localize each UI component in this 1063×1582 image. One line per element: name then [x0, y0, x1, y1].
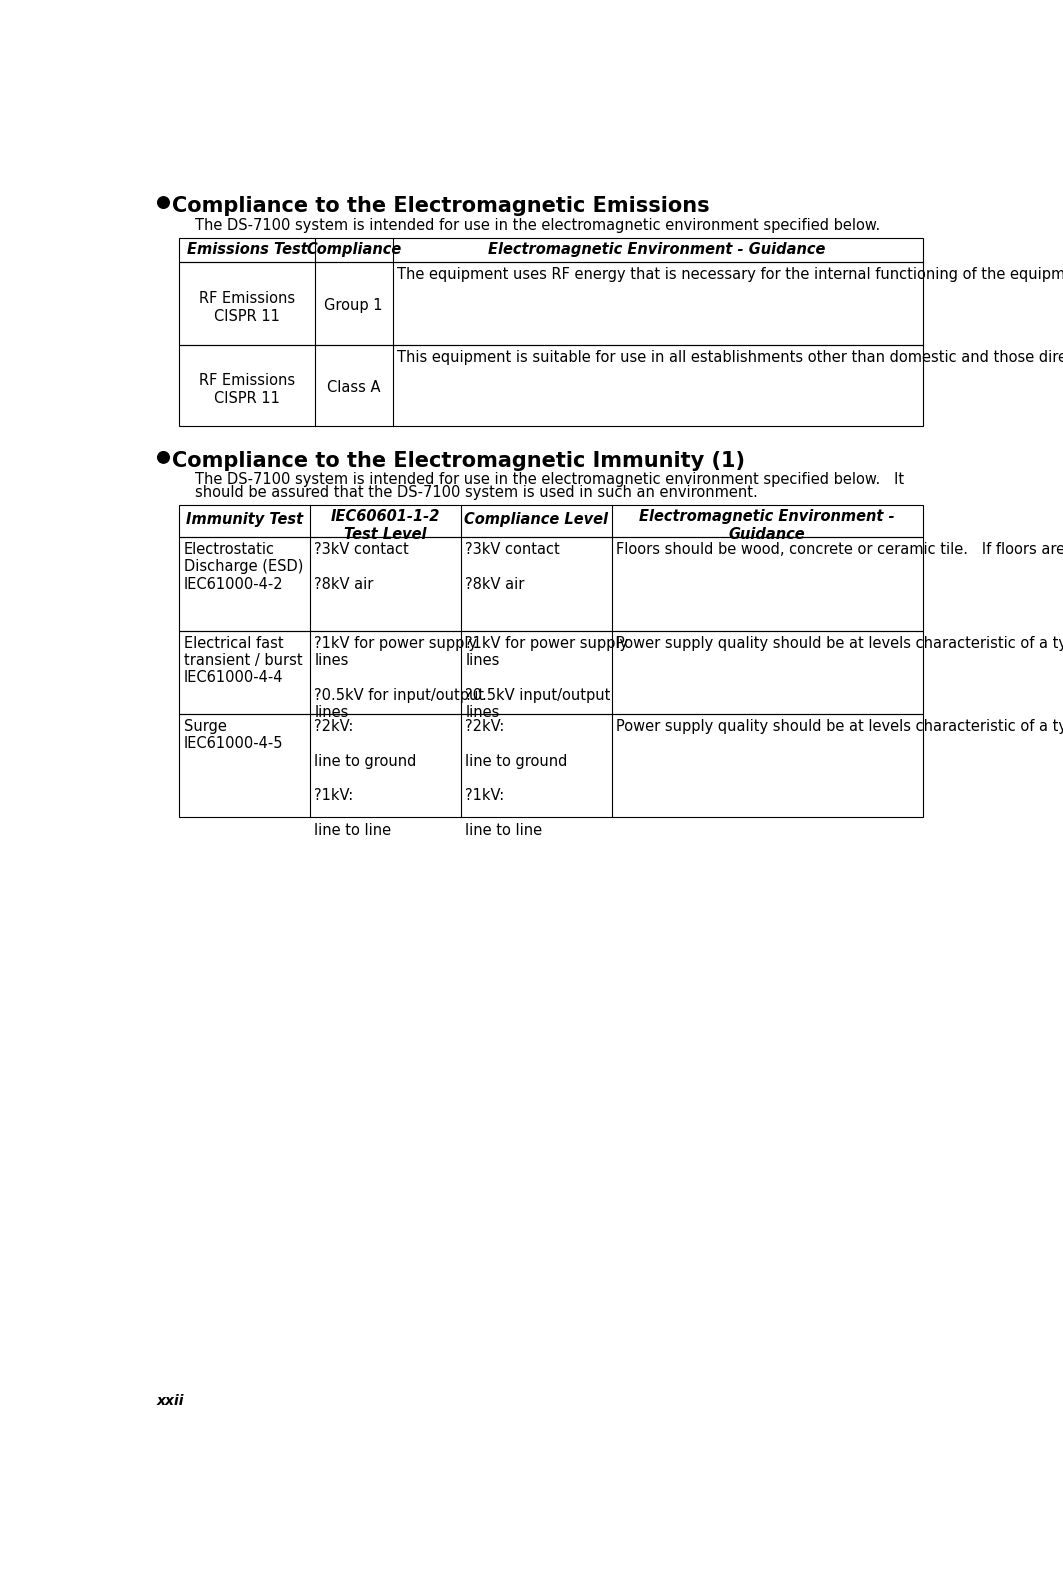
Text: ?3kV contact

?8kV air: ?3kV contact ?8kV air	[466, 541, 560, 592]
Text: ?2kV:

line to ground

?1kV:

line to line: ?2kV: line to ground ?1kV: line to line	[466, 718, 568, 838]
Text: RF Emissions
CISPR 11: RF Emissions CISPR 11	[199, 291, 296, 324]
Text: Compliance Level: Compliance Level	[465, 511, 608, 527]
Bar	[180, 505, 924, 538]
Text: Class A: Class A	[327, 380, 381, 394]
Text: Electromagnetic Environment - Guidance: Electromagnetic Environment - Guidance	[488, 242, 826, 258]
Text: Electromagnetic Environment -
Guidance: Electromagnetic Environment - Guidance	[639, 509, 894, 541]
Bar	[180, 345, 924, 426]
Bar	[180, 237, 924, 263]
Circle shape	[157, 196, 169, 209]
Text: The DS-7100 system is intended for use in the electromagnetic environment specif: The DS-7100 system is intended for use i…	[195, 218, 880, 233]
Text: Compliance to the Electromagnetic Emissions: Compliance to the Electromagnetic Emissi…	[172, 196, 710, 217]
Text: Floors should be wood, concrete or ceramic tile.   If floors are covered with sy: Floors should be wood, concrete or ceram…	[617, 541, 1063, 557]
Text: xxii: xxii	[156, 1394, 184, 1408]
Text: RF Emissions
CISPR 11: RF Emissions CISPR 11	[199, 373, 296, 407]
Bar	[180, 713, 924, 816]
Text: Electrostatic
Discharge (ESD)
IEC61000-4-2: Electrostatic Discharge (ESD) IEC61000-4…	[184, 541, 303, 592]
Text: IEC60601-1-2
Test Level: IEC60601-1-2 Test Level	[331, 509, 440, 541]
Text: Compliance: Compliance	[306, 242, 402, 258]
Circle shape	[157, 451, 169, 464]
Text: The equipment uses RF energy that is necessary for the internal functioning of t: The equipment uses RF energy that is nec…	[398, 267, 1063, 282]
Text: Immunity Test: Immunity Test	[186, 511, 303, 527]
Text: Power supply quality should be at levels characteristic of a typical location in: Power supply quality should be at levels…	[617, 718, 1063, 734]
Text: Emissions Test: Emissions Test	[187, 242, 307, 258]
Text: ?2kV:

line to ground

?1kV:

line to line: ?2kV: line to ground ?1kV: line to line	[315, 718, 417, 838]
Bar	[180, 263, 924, 345]
Text: This equipment is suitable for use in all establishments other than domestic and: This equipment is suitable for use in al…	[398, 350, 1063, 365]
Bar	[180, 631, 924, 713]
Text: Compliance to the Electromagnetic Immunity (1): Compliance to the Electromagnetic Immuni…	[172, 451, 745, 471]
Text: ?3kV contact

?8kV air: ?3kV contact ?8kV air	[315, 541, 409, 592]
Text: ?1kV for power supply
lines

?0.5kV for input/output
lines: ?1kV for power supply lines ?0.5kV for i…	[315, 636, 485, 720]
Bar	[180, 538, 924, 631]
Text: Surge
IEC61000-4-5: Surge IEC61000-4-5	[184, 718, 284, 751]
Text: The DS-7100 system is intended for use in the electromagnetic environment specif: The DS-7100 system is intended for use i…	[195, 473, 904, 487]
Text: ?1kV for power supply
lines

?0.5kV input/output
lines: ?1kV for power supply lines ?0.5kV input…	[466, 636, 628, 720]
Text: Electrical fast
transient / burst
IEC61000-4-4: Electrical fast transient / burst IEC610…	[184, 636, 303, 685]
Text: Power supply quality should be at levels characteristic of a typical location in: Power supply quality should be at levels…	[617, 636, 1063, 650]
Text: should be assured that the DS-7100 system is used in such an environment.: should be assured that the DS-7100 syste…	[195, 484, 758, 500]
Text: Group 1: Group 1	[324, 297, 383, 313]
